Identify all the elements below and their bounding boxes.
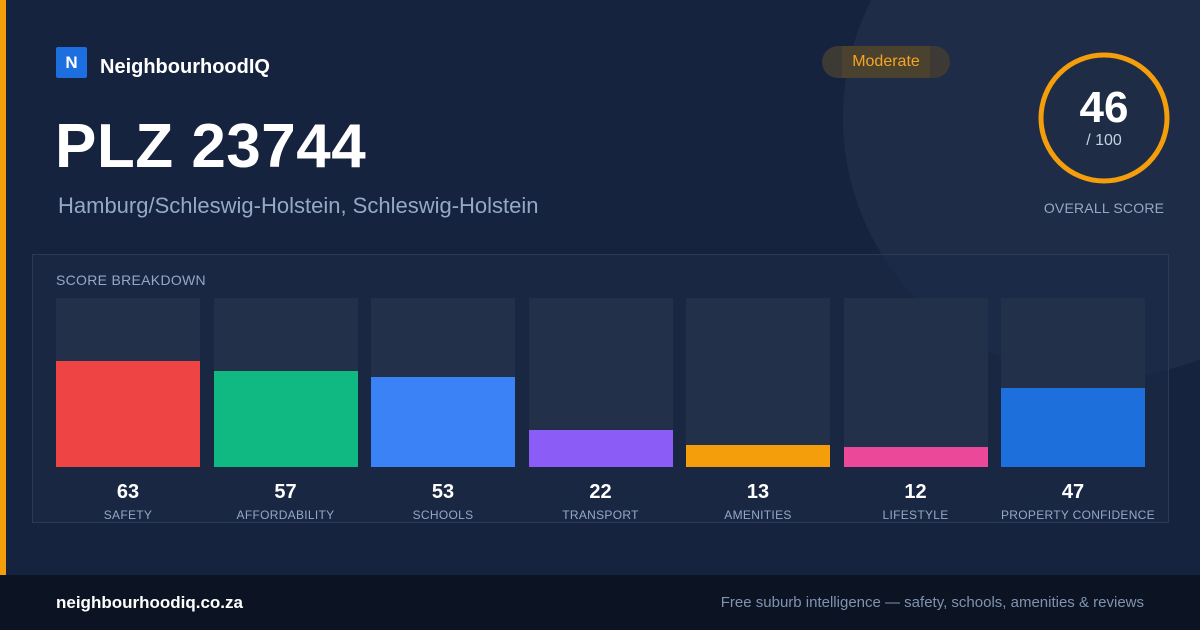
bar-track	[528, 298, 673, 467]
bar-track	[686, 298, 830, 467]
rating-badge-label: Moderate	[842, 46, 930, 78]
bar-fill	[686, 445, 830, 467]
bar-fill	[1001, 388, 1145, 467]
score-bar-property-confidence: 47 PROPERTY CONFIDENCE	[1001, 298, 1155, 522]
bar-fill	[56, 361, 200, 467]
bar-label: LIFESTYLE	[882, 508, 949, 522]
footer-tagline: Free suburb intelligence — safety, schoo…	[720, 594, 1144, 611]
bar-track	[213, 298, 358, 467]
footer-domain-link[interactable]: neighbourhoodiq.co.za	[56, 593, 243, 612]
rating-badge: Moderate	[822, 46, 950, 78]
brand-logo-icon: N	[56, 47, 87, 78]
location-subtitle: Hamburg/Schleswig-Holstein, Schleswig-Ho…	[58, 193, 539, 218]
score-bar-schools: 53 SCHOOLS	[371, 298, 515, 522]
score-ring-arc	[1038, 52, 1170, 184]
bar-value: 47	[1061, 481, 1085, 503]
bar-track	[1001, 298, 1145, 467]
bar-value: 13	[746, 481, 770, 503]
score-bar-lifestyle: 12 LIFESTYLE	[843, 298, 988, 522]
score-bar-affordability: 57 AFFORDABILITY	[213, 298, 358, 522]
bar-value: 22	[589, 481, 612, 503]
bar-value: 57	[274, 481, 297, 503]
bar-fill	[843, 447, 988, 467]
left-accent-stripe	[0, 0, 6, 575]
page-title: PLZ 23744	[55, 112, 367, 181]
bar-track	[843, 298, 988, 467]
score-breakdown-panel: SCORE BREAKDOWN 63 SAFETY 57 AFFORDABILI…	[32, 254, 1169, 523]
score-bar-transport: 22 TRANSPORT	[528, 298, 673, 522]
overall-score-label: OVERALL SCORE	[1043, 200, 1165, 216]
bar-label: SAFETY	[103, 508, 153, 522]
score-bar-amenities: 13 AMENITIES	[686, 298, 830, 522]
score-ring-background	[1039, 53, 1169, 183]
overall-score-max: / 100	[1086, 132, 1122, 149]
brand: N NeighbourhoodIQ	[56, 46, 270, 79]
overall-score-value: 46	[1079, 83, 1129, 132]
bar-label: PROPERTY CONFIDENCE	[1001, 508, 1155, 522]
bar-label: TRANSPORT	[562, 508, 639, 522]
bar-track	[56, 298, 200, 467]
bar-fill	[213, 371, 358, 467]
footer: neighbourhoodiq.co.za Free suburb intell…	[0, 575, 1200, 630]
bar-label: AMENITIES	[724, 508, 792, 522]
bar-label: SCHOOLS	[412, 508, 474, 522]
brand-name: NeighbourhoodIQ	[100, 56, 270, 78]
bar-fill	[371, 377, 515, 467]
bar-value: 53	[431, 481, 455, 503]
overall-score-ring	[1038, 52, 1170, 184]
bar-value: 63	[116, 481, 140, 503]
bar-value: 12	[904, 481, 927, 503]
score-breakdown-title: SCORE BREAKDOWN	[56, 272, 206, 288]
score-bar-safety: 63 SAFETY	[56, 298, 200, 522]
bar-track	[371, 298, 515, 467]
bar-label: AFFORDABILITY	[236, 508, 335, 522]
bar-fill	[528, 430, 673, 467]
